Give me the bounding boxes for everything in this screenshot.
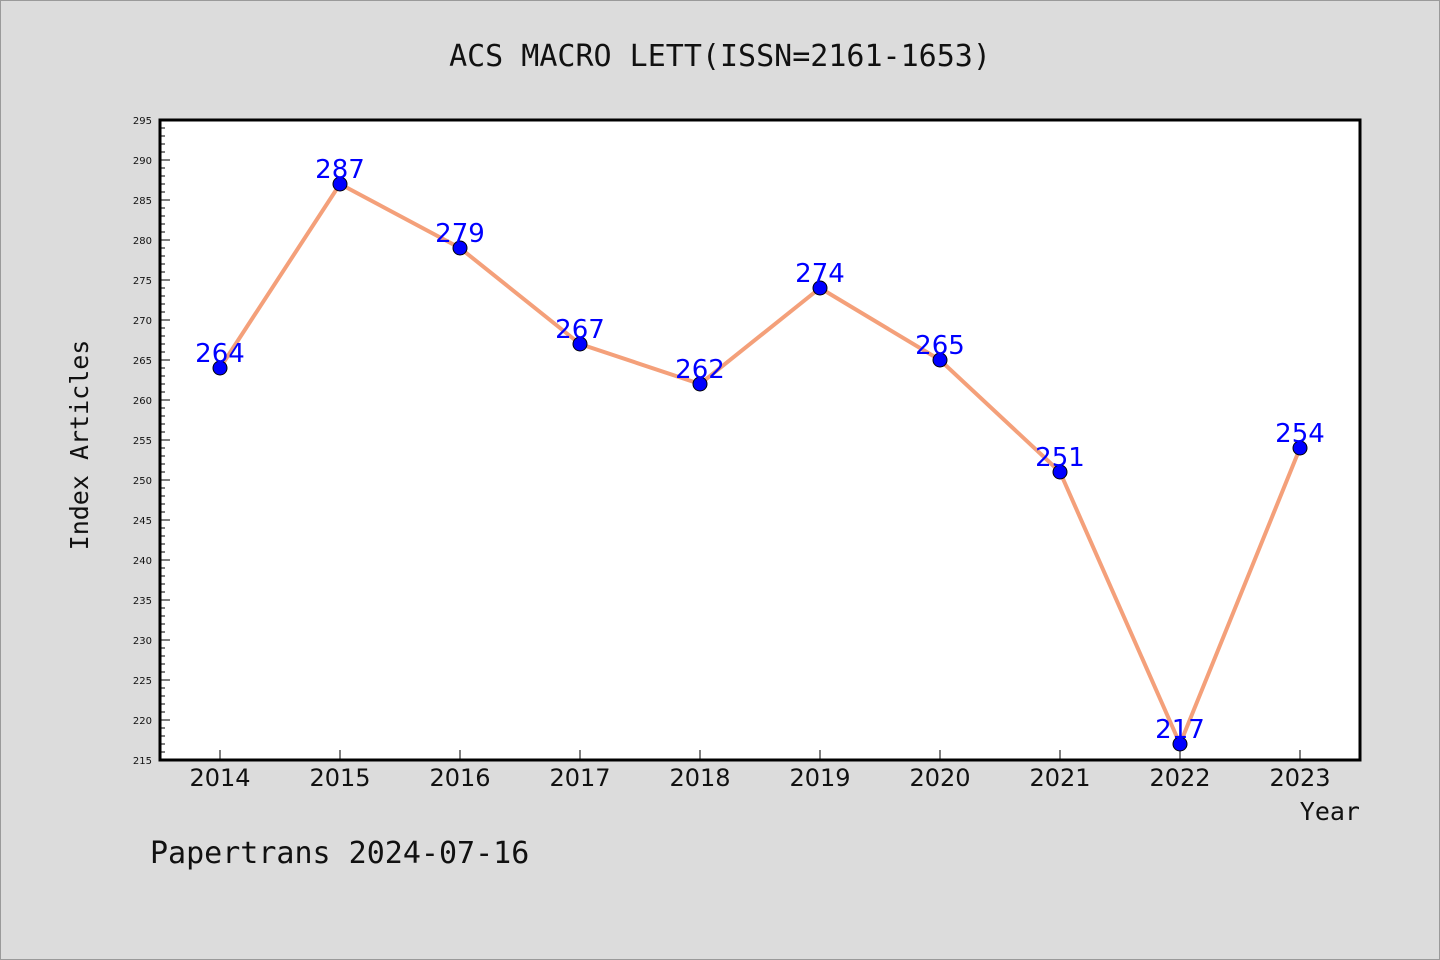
plot-area xyxy=(158,118,1362,762)
data-label: 265 xyxy=(915,331,965,361)
data-point xyxy=(1052,464,1068,480)
data-label: 262 xyxy=(675,355,725,385)
x-tick-label: 2023 xyxy=(1269,764,1330,792)
y-axis-label: Index Articles xyxy=(65,340,94,551)
data-label: 274 xyxy=(795,259,845,289)
data-point xyxy=(692,376,708,392)
data-point xyxy=(332,176,348,192)
data-label: 267 xyxy=(555,315,605,345)
y-tick-label: 280 xyxy=(133,236,152,247)
y-tick-label: 295 xyxy=(133,116,152,127)
data-label: 251 xyxy=(1035,443,1085,473)
series-line xyxy=(218,182,1302,746)
data-point xyxy=(812,280,828,296)
y-tick-label: 240 xyxy=(133,556,152,567)
x-tick-label: 2016 xyxy=(429,764,490,792)
y-tick-label: 230 xyxy=(133,636,152,647)
data-point xyxy=(1172,736,1188,752)
data-label: 254 xyxy=(1275,419,1325,449)
y-tick-label: 220 xyxy=(133,716,152,727)
data-markers xyxy=(212,176,1308,752)
y-tick-label: 290 xyxy=(133,156,152,167)
series-line-group xyxy=(218,182,1302,746)
data-point xyxy=(572,336,588,352)
data-point xyxy=(1292,440,1308,456)
x-tick-label: 2019 xyxy=(789,764,850,792)
data-point xyxy=(932,352,948,368)
data-label: 287 xyxy=(315,155,365,185)
x-axis-ticks: 2014 2015 2016 2017 2018 2019 2020 2021 2022 2023 xyxy=(189,750,1331,792)
y-tick-label: 285 xyxy=(133,196,152,207)
y-tick-label: 270 xyxy=(133,316,152,327)
chart-title: ACS MACRO LETT(ISSN=2161-1653) xyxy=(449,39,991,74)
x-tick-label: 2017 xyxy=(549,764,610,792)
x-tick-label: 2022 xyxy=(1149,764,1210,792)
watermark-text: Papertrans 2024-07-16 xyxy=(150,836,529,871)
y-axis-ticks: 215 220 225 230 235 240 245 250 255 260 265 270 275 2… xyxy=(133,116,170,767)
data-label: 279 xyxy=(435,219,485,249)
x-axis-label: Year xyxy=(1300,797,1360,826)
data-label: 217 xyxy=(1155,715,1205,745)
y-tick-label: 235 xyxy=(133,596,152,607)
y-tick-label: 215 xyxy=(133,756,152,767)
data-labels: 264 287 279 267 262 274 265 251 217 254 xyxy=(195,155,1325,745)
y-tick-label: 245 xyxy=(133,516,152,527)
data-point xyxy=(212,360,228,376)
data-label: 264 xyxy=(195,339,245,369)
y-tick-label: 255 xyxy=(133,436,152,447)
x-tick-label: 2020 xyxy=(909,764,970,792)
y-tick-label: 225 xyxy=(133,676,152,687)
y-tick-label: 260 xyxy=(133,396,152,407)
data-point xyxy=(452,240,468,256)
x-tick-label: 2014 xyxy=(189,764,250,792)
x-tick-label: 2021 xyxy=(1029,764,1090,792)
x-tick-label: 2015 xyxy=(309,764,370,792)
x-tick-label: 2018 xyxy=(669,764,730,792)
y-tick-label: 275 xyxy=(133,276,152,287)
y-tick-label: 265 xyxy=(133,356,152,367)
y-tick-label: 250 xyxy=(133,476,152,487)
